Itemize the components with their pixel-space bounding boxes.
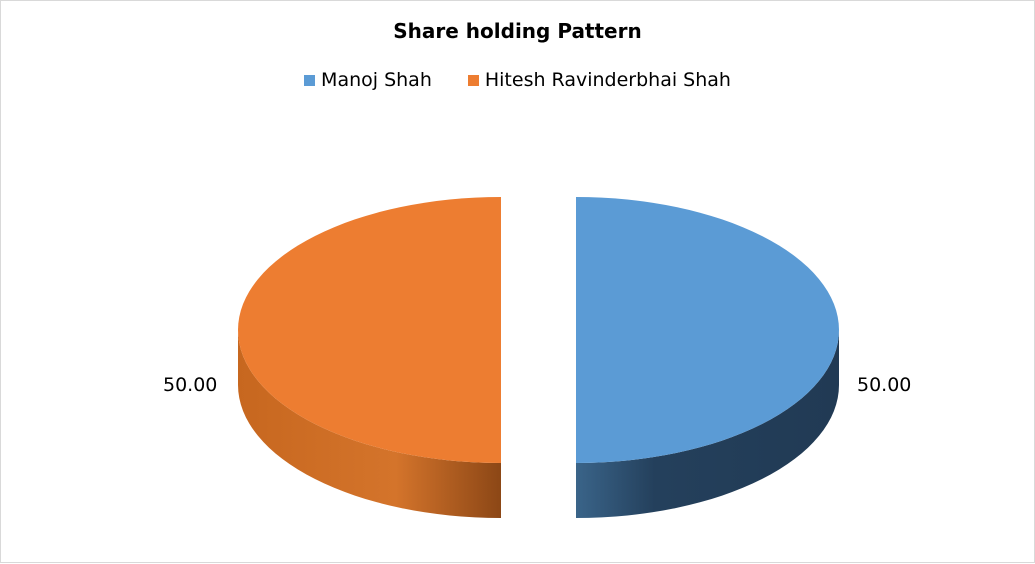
chart-title: Share holding Pattern: [393, 19, 642, 43]
data-label-hitesh-shah: 50.00: [163, 374, 218, 396]
data-label-manoj-shah: 50.00: [857, 374, 912, 396]
legend-item-hitesh-shah: Hitesh Ravinderbhai Shah: [467, 69, 731, 91]
legend-label: Manoj Shah: [321, 69, 432, 91]
slice-hitesh-shah: [238, 197, 501, 463]
slice-manoj-shah: [576, 197, 839, 463]
legend-swatch: [304, 74, 316, 86]
legend-swatch: [467, 74, 479, 86]
slice-side-hitesh-shah: [238, 330, 501, 518]
slice-side-manoj-shah: [576, 330, 839, 518]
legend: Manoj Shah Hitesh Ravinderbhai Shah: [1, 69, 1034, 91]
legend-item-manoj-shah: Manoj Shah: [304, 69, 432, 91]
legend-label: Hitesh Ravinderbhai Shah: [484, 69, 731, 91]
